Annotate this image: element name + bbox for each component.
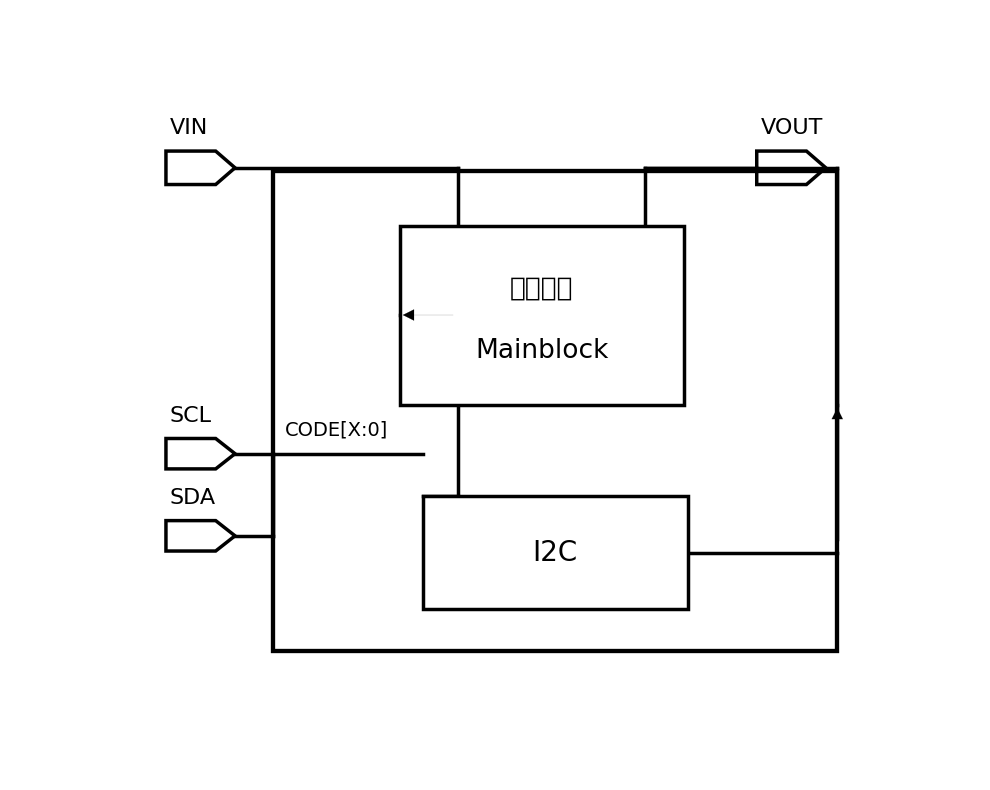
Bar: [273, 171, 838, 652]
Text: I2C: I2C: [533, 539, 578, 566]
Text: SCL: SCL: [170, 406, 212, 427]
Text: 主体模块: 主体模块: [510, 276, 573, 302]
Text: CODE[X:0]: CODE[X:0]: [285, 420, 388, 439]
Bar: [400, 226, 684, 405]
Bar: [273, 171, 838, 652]
Bar: [423, 496, 688, 609]
Text: SDA: SDA: [170, 488, 216, 509]
Text: VIN: VIN: [170, 118, 208, 137]
Text: Mainblock: Mainblock: [475, 338, 609, 364]
Text: VOUT: VOUT: [760, 118, 823, 137]
